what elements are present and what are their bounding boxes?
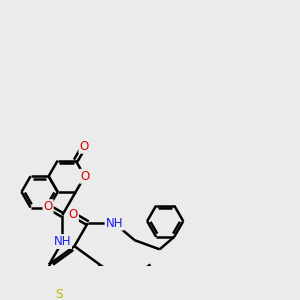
Text: O: O [80, 170, 89, 183]
Text: O: O [44, 200, 53, 213]
Text: NH: NH [106, 217, 123, 230]
Text: S: S [55, 288, 62, 300]
Text: NH: NH [54, 235, 71, 248]
Text: O: O [80, 140, 88, 153]
Text: O: O [69, 208, 78, 221]
